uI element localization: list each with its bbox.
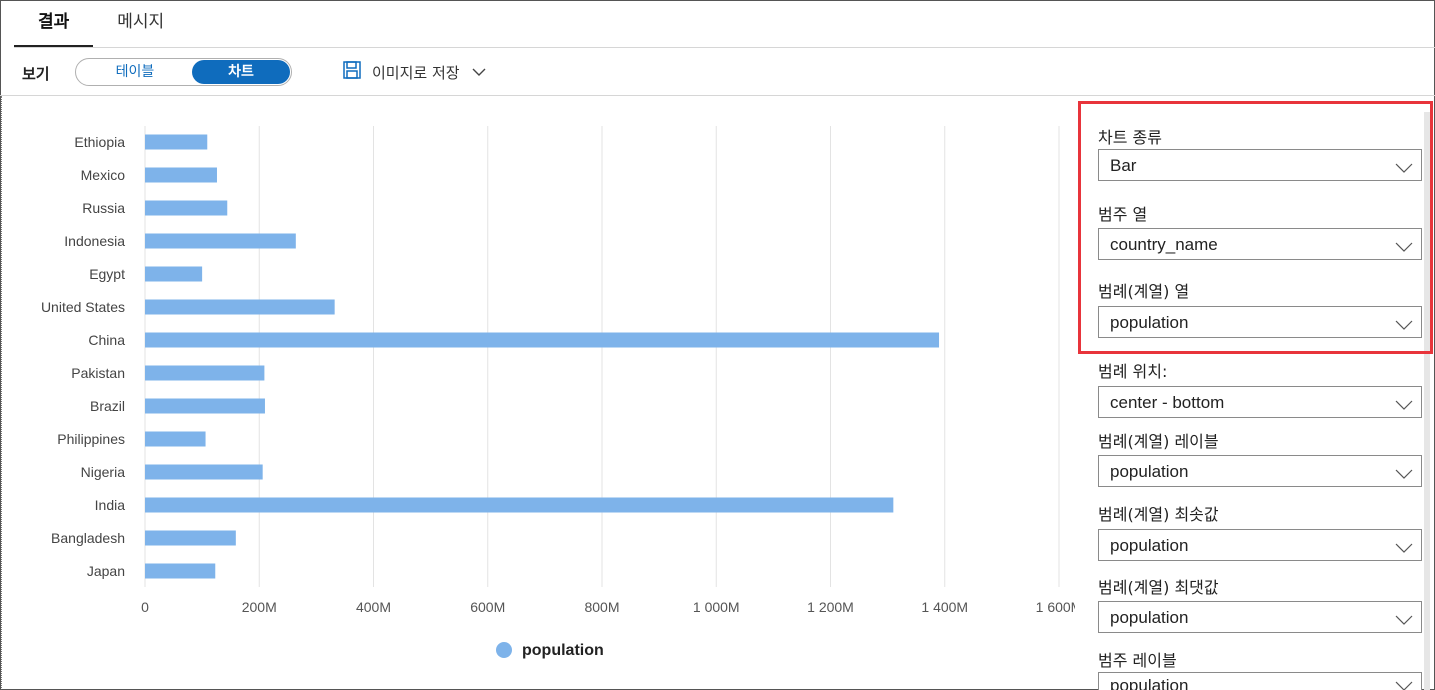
series-max-label: 범례(계열) 최댓값	[1098, 578, 1219, 597]
category-label: United States	[41, 299, 125, 315]
category-label-label: 범주 레이블	[1098, 651, 1177, 670]
series-label-select[interactable]: population	[1098, 455, 1422, 487]
legend-position-value: center - bottom	[1110, 393, 1225, 412]
legend-position-select[interactable]: center - bottom	[1098, 386, 1422, 418]
chevron-down-icon	[1395, 539, 1413, 558]
category-label: India	[95, 497, 126, 513]
category-column-value: country_name	[1110, 235, 1218, 254]
legend-marker	[496, 642, 512, 658]
chart-type-select[interactable]: Bar	[1098, 149, 1422, 181]
bar	[145, 464, 263, 480]
bar	[145, 332, 940, 348]
series-column-value: population	[1110, 313, 1189, 332]
chevron-down-icon	[1395, 465, 1413, 484]
chevron-down-icon	[1395, 611, 1413, 630]
chevron-down-icon	[1395, 677, 1413, 690]
series-max-value: population	[1110, 608, 1189, 627]
bar	[145, 431, 206, 447]
tabs-divider	[14, 47, 1435, 48]
tab-results[interactable]: 결과	[14, 0, 94, 47]
x-tick-label: 1 200M	[807, 599, 854, 615]
x-tick-label: 1 400M	[921, 599, 968, 615]
chart-type-label: 차트 종류	[1098, 128, 1162, 147]
view-label: 보기	[22, 65, 50, 83]
category-label: Ethiopia	[74, 134, 125, 150]
chevron-down-icon	[1395, 316, 1413, 335]
category-label: Bangladesh	[51, 530, 125, 546]
category-column-label: 범주 열	[1098, 205, 1148, 224]
category-label-value: population	[1110, 676, 1189, 690]
x-tick-label: 200M	[242, 599, 277, 615]
floppy-save-icon	[342, 60, 362, 84]
legend-label: population	[522, 642, 604, 659]
category-label: Pakistan	[71, 365, 125, 381]
population-bar-chart: 0 200M 400M 600M 800M 1 000M 1 200M 1 400M 1 600…	[41, 126, 1075, 659]
bar	[145, 167, 217, 183]
bar	[145, 530, 236, 546]
series-max-select[interactable]: population	[1098, 601, 1422, 633]
legend-position-label: 범례 위치:	[1098, 362, 1168, 381]
x-tick-label: 600M	[470, 599, 505, 615]
category-label-select[interactable]: population	[1098, 672, 1422, 690]
save-as-image-button[interactable]: 이미지로 저장	[342, 60, 486, 84]
series-min-select[interactable]: population	[1098, 529, 1422, 561]
bar	[145, 299, 335, 315]
category-label: Brazil	[90, 398, 125, 414]
category-label: Indonesia	[64, 233, 125, 249]
category-label: China	[88, 332, 125, 348]
save-as-image-label: 이미지로 저장	[372, 63, 460, 82]
category-label: Mexico	[81, 167, 126, 183]
category-label: Egypt	[89, 266, 125, 282]
chevron-down-icon	[1395, 238, 1413, 257]
bar	[145, 200, 228, 216]
category-label: Russia	[82, 200, 125, 216]
chevron-down-icon	[1395, 159, 1413, 178]
bar	[145, 563, 216, 579]
category-label: Nigeria	[81, 464, 126, 480]
toggle-chart-option[interactable]: 차트	[192, 60, 290, 84]
x-tick-label: 1 600M	[1036, 599, 1075, 615]
x-tick-label: 800M	[584, 599, 619, 615]
bar	[145, 398, 265, 414]
tab-messages[interactable]: 메시지	[117, 12, 165, 32]
bar	[145, 497, 894, 513]
bar	[145, 134, 208, 150]
bar	[145, 266, 203, 282]
category-label: Philippines	[57, 431, 125, 447]
chevron-down-icon	[472, 63, 486, 81]
series-column-label: 범례(계열) 열	[1098, 282, 1190, 301]
view-toggle: 테이블 차트	[75, 58, 292, 86]
x-tick-label: 1 000M	[693, 599, 740, 615]
result-tabs: 결과 메시지	[14, 0, 188, 47]
panel-scrollbar[interactable]	[1424, 112, 1430, 690]
category-label: Japan	[87, 563, 125, 579]
series-label-label: 범례(계열) 레이블	[1098, 432, 1219, 451]
series-min-label: 범례(계열) 최솟값	[1098, 505, 1219, 524]
series-column-select[interactable]: population	[1098, 306, 1422, 338]
x-tick-label: 400M	[356, 599, 391, 615]
x-tick-label: 0	[141, 599, 149, 615]
bar	[145, 365, 265, 381]
chart-toolbar: 보기 테이블 차트 이미지로 저장	[0, 48, 1435, 96]
category-column-select[interactable]: country_name	[1098, 228, 1422, 260]
toggle-table-option[interactable]: 테이블	[115, 64, 155, 80]
bar	[145, 233, 296, 249]
series-label-value: population	[1110, 462, 1189, 481]
focus-outline	[1, 96, 2, 688]
chart-type-value: Bar	[1110, 156, 1137, 175]
series-min-value: population	[1110, 536, 1189, 555]
toolbar-divider	[0, 95, 1435, 96]
chevron-down-icon	[1395, 396, 1413, 415]
